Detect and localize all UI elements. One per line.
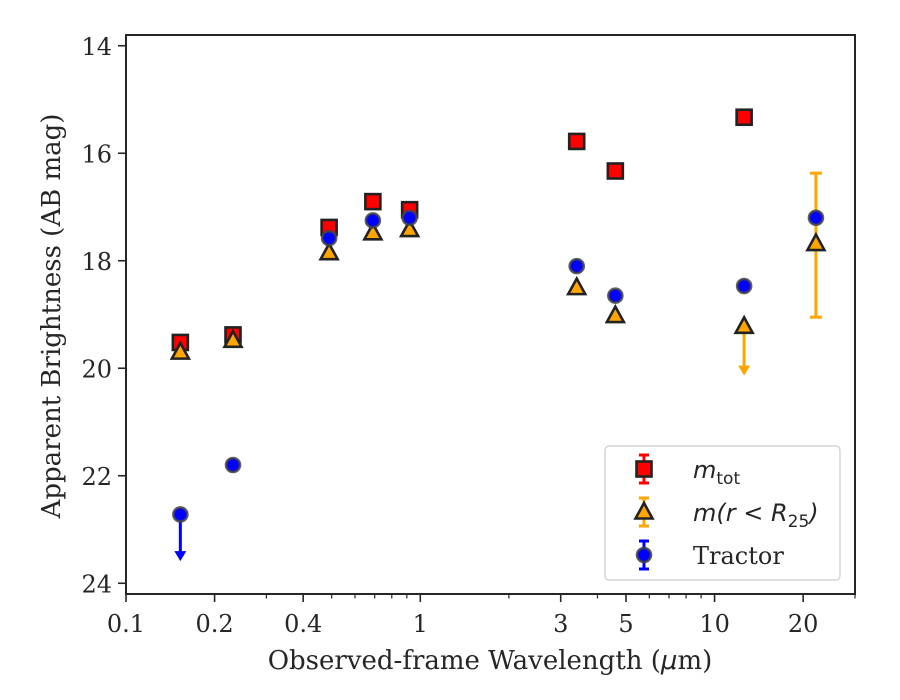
Tractor-point — [735, 277, 753, 295]
m(r<R25)-limit-arrow — [738, 365, 751, 376]
m(r<R25)-point — [733, 314, 755, 335]
data-marks — [169, 108, 827, 562]
plot-frame — [125, 34, 856, 595]
Tractor-limit-arrow — [174, 551, 187, 562]
Tractor-point — [807, 209, 825, 227]
Tractor-point — [364, 212, 382, 229]
Tractor-point — [607, 287, 624, 304]
m(r<R25)-point — [604, 303, 627, 324]
m_tot-point — [567, 132, 586, 151]
m(r<R25)-point — [398, 217, 421, 238]
m(r<R25)-point — [362, 221, 384, 241]
y-tick-label: 22 — [81, 463, 112, 491]
y-axis-label: Apparent Brightness (AB mag) — [37, 114, 67, 520]
x-tick-label: 0.2 — [196, 610, 234, 638]
x-tick-label: 10 — [699, 610, 730, 638]
x-tick-label: 1 — [413, 610, 428, 638]
m_tot-point — [735, 108, 753, 127]
m(r<R25)-point — [222, 328, 244, 349]
legend-box — [604, 445, 841, 581]
Tractor-point — [568, 257, 586, 275]
Tractor-point — [224, 456, 242, 474]
legend-marker — [635, 546, 653, 564]
legend-marker — [633, 500, 655, 520]
m(r<R25)-point — [566, 275, 588, 296]
Tractor-point — [320, 229, 338, 247]
x-tick-label: 0.4 — [284, 610, 322, 638]
m(r<R25)-point — [318, 240, 340, 261]
m_tot-point — [606, 162, 625, 180]
Tractor-point — [401, 209, 418, 227]
legend-label-1: m(r < R25) — [693, 499, 819, 532]
y-tick-label: 14 — [81, 33, 112, 61]
legend-label-2: Tractor — [693, 542, 784, 570]
x-axis-label: Observed-frame Wavelength (μm) — [268, 646, 713, 676]
legend: mtot m(r < R25) Tractor — [604, 445, 841, 581]
axis-ticks: 0.1 0.2 0.4 1 3 5 10 20 14 16 18 20 22 24 — [81, 33, 856, 638]
y-tick-label: 20 — [81, 355, 112, 383]
x-tick-label: 20 — [788, 610, 819, 638]
x-tick-label: 3 — [553, 610, 568, 638]
y-tick-label: 16 — [81, 140, 112, 168]
legend-label-0: mtot — [693, 456, 740, 489]
y-tick-label: 18 — [81, 248, 112, 276]
legend-marker — [635, 460, 653, 478]
m(r<R25)-point — [169, 340, 192, 360]
x-tick-label: 5 — [618, 610, 633, 638]
x-tick-label: 0.1 — [107, 610, 145, 638]
m(r<R25)-point — [805, 231, 827, 252]
m_tot-point — [364, 192, 382, 211]
y-tick-label: 24 — [81, 570, 112, 598]
Tractor-point — [172, 506, 189, 523]
